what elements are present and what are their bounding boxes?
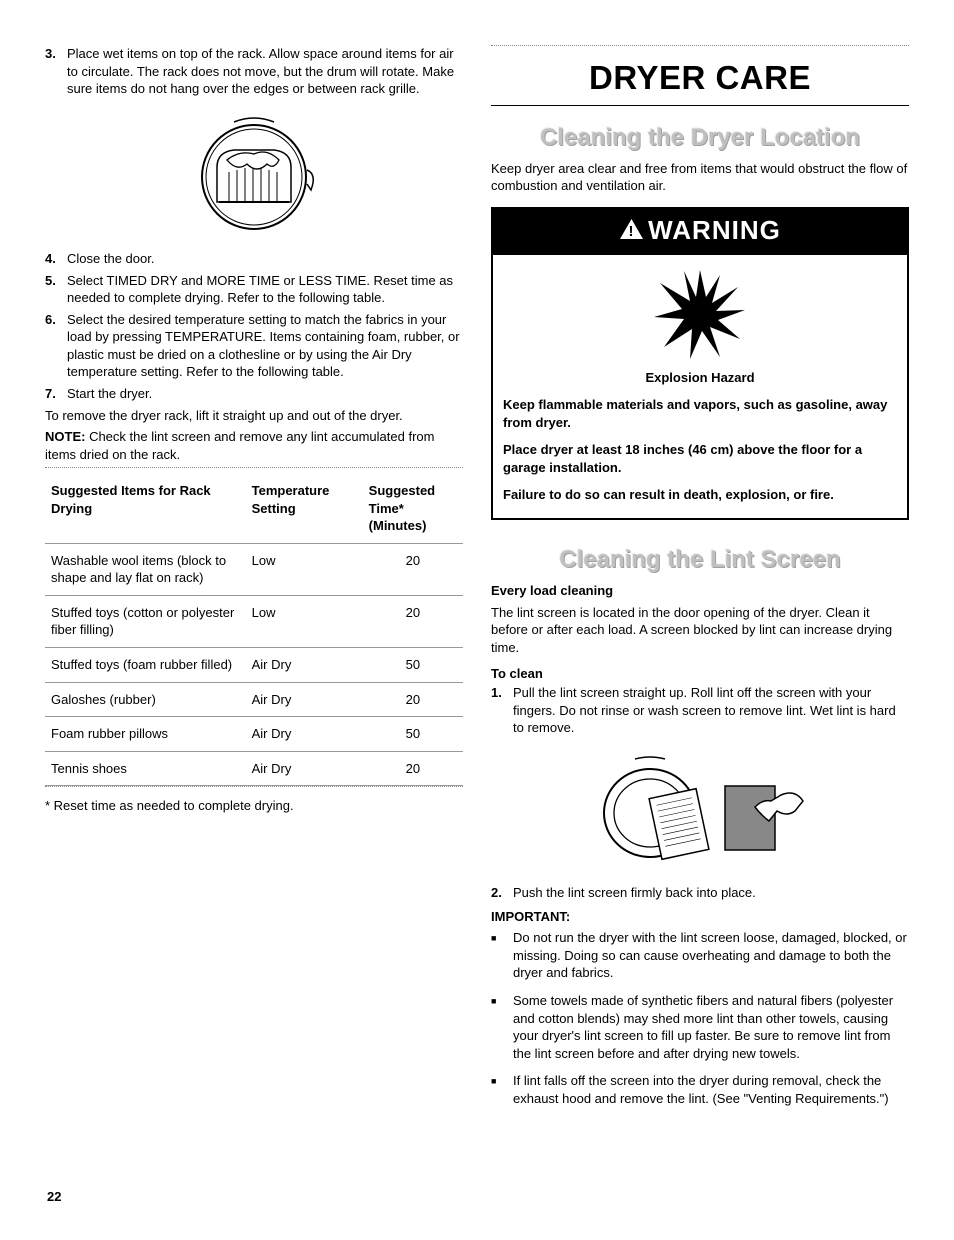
- step-7: 7. Start the dryer.: [45, 385, 463, 403]
- table-footnote: * Reset time as needed to complete dryin…: [45, 797, 463, 815]
- table-row: Tennis shoesAir Dry20: [45, 751, 463, 786]
- note-label: NOTE:: [45, 429, 85, 444]
- page-number: 22: [47, 1188, 61, 1206]
- clean-step-2: 2. Push the lint screen firmly back into…: [491, 884, 909, 902]
- left-column: 3. Place wet items on top of the rack. A…: [45, 45, 463, 1117]
- important-bullet-2: Some towels made of synthetic fibers and…: [491, 992, 909, 1062]
- warning-header-text: WARNING: [648, 215, 781, 245]
- cleaning-location-heading: Cleaning the Dryer Location: [491, 122, 909, 154]
- table-row: Galoshes (rubber)Air Dry20: [45, 682, 463, 717]
- important-bullet-3: If lint falls off the screen into the dr…: [491, 1072, 909, 1107]
- table-row: Washable wool items (block to shape and …: [45, 543, 463, 595]
- lint-screen-illustration: [491, 751, 909, 871]
- table-top-rule: [45, 467, 463, 468]
- col-header-temp: Temperature Setting: [246, 476, 363, 543]
- cleaning-location-text: Keep dryer area clear and free from item…: [491, 160, 909, 195]
- clean-steps: 1. Pull the lint screen straight up. Rol…: [491, 684, 909, 737]
- to-clean-label: To clean: [491, 665, 909, 683]
- right-column: DRYER CARE Cleaning the Dryer Location K…: [491, 45, 909, 1117]
- warning-header: ! WARNING: [493, 209, 907, 255]
- table-row: Stuffed toys (cotton or polyester fiber …: [45, 595, 463, 647]
- step-number: 3.: [45, 45, 67, 98]
- svg-text:!: !: [629, 223, 635, 240]
- step-5: 5. Select TIMED DRY and MORE TIME or LES…: [45, 272, 463, 307]
- every-load-text: The lint screen is located in the door o…: [491, 604, 909, 657]
- important-label: IMPORTANT:: [491, 908, 909, 926]
- table-body: Washable wool items (block to shape and …: [45, 543, 463, 785]
- lint-screen-icon: [595, 751, 805, 866]
- important-bullets: Do not run the dryer with the lint scree…: [491, 929, 909, 1107]
- title-top-rule: [491, 45, 909, 46]
- table-bottom-rule: [45, 786, 463, 787]
- hazard-title: Explosion Hazard: [503, 369, 897, 387]
- rack-steps-part-b: 4. Close the door. 5. Select TIMED DRY a…: [45, 250, 463, 402]
- col-header-items: Suggested Items for Rack Drying: [45, 476, 246, 543]
- rack-drying-table: Suggested Items for Rack Drying Temperat…: [45, 476, 463, 786]
- col-header-time: Suggested Time* (Minutes): [363, 476, 463, 543]
- every-load-heading: Every load cleaning: [491, 582, 909, 600]
- cleaning-lint-heading: Cleaning the Lint Screen: [491, 544, 909, 576]
- note-paragraph: NOTE: Check the lint screen and remove a…: [45, 428, 463, 463]
- table-header-row: Suggested Items for Rack Drying Temperat…: [45, 476, 463, 543]
- warning-triangle-icon: !: [619, 214, 644, 249]
- step-4: 4. Close the door.: [45, 250, 463, 268]
- step-6: 6. Select the desired temperature settin…: [45, 311, 463, 381]
- rack-steps-part-a: 3. Place wet items on top of the rack. A…: [45, 45, 463, 98]
- remove-rack-text: To remove the dryer rack, lift it straig…: [45, 407, 463, 425]
- step-3: 3. Place wet items on top of the rack. A…: [45, 45, 463, 98]
- table-row: Foam rubber pillowsAir Dry50: [45, 717, 463, 752]
- title-bottom-rule: [491, 105, 909, 106]
- rack-illustration: [45, 112, 463, 237]
- warning-line-1: Keep flammable materials and vapors, suc…: [503, 396, 897, 431]
- important-bullet-1: Do not run the dryer with the lint scree…: [491, 929, 909, 982]
- note-text: Check the lint screen and remove any lin…: [45, 429, 434, 462]
- clean-step-1: 1. Pull the lint screen straight up. Rol…: [491, 684, 909, 737]
- step-text: Place wet items on top of the rack. Allo…: [67, 45, 463, 98]
- table-row: Stuffed toys (foam rubber filled)Air Dry…: [45, 648, 463, 683]
- warning-body: Explosion Hazard Keep flammable material…: [493, 255, 907, 518]
- dryer-care-title: DRYER CARE: [491, 56, 909, 101]
- warning-line-2: Place dryer at least 18 inches (46 cm) a…: [503, 441, 897, 476]
- explosion-icon: [503, 265, 897, 365]
- warning-box: ! WARNING Explosion Hazard Keep flammabl…: [491, 207, 909, 520]
- warning-line-3: Failure to do so can result in death, ex…: [503, 486, 897, 504]
- clean-step-2-list: 2. Push the lint screen firmly back into…: [491, 884, 909, 902]
- dryer-drum-icon: [179, 112, 329, 232]
